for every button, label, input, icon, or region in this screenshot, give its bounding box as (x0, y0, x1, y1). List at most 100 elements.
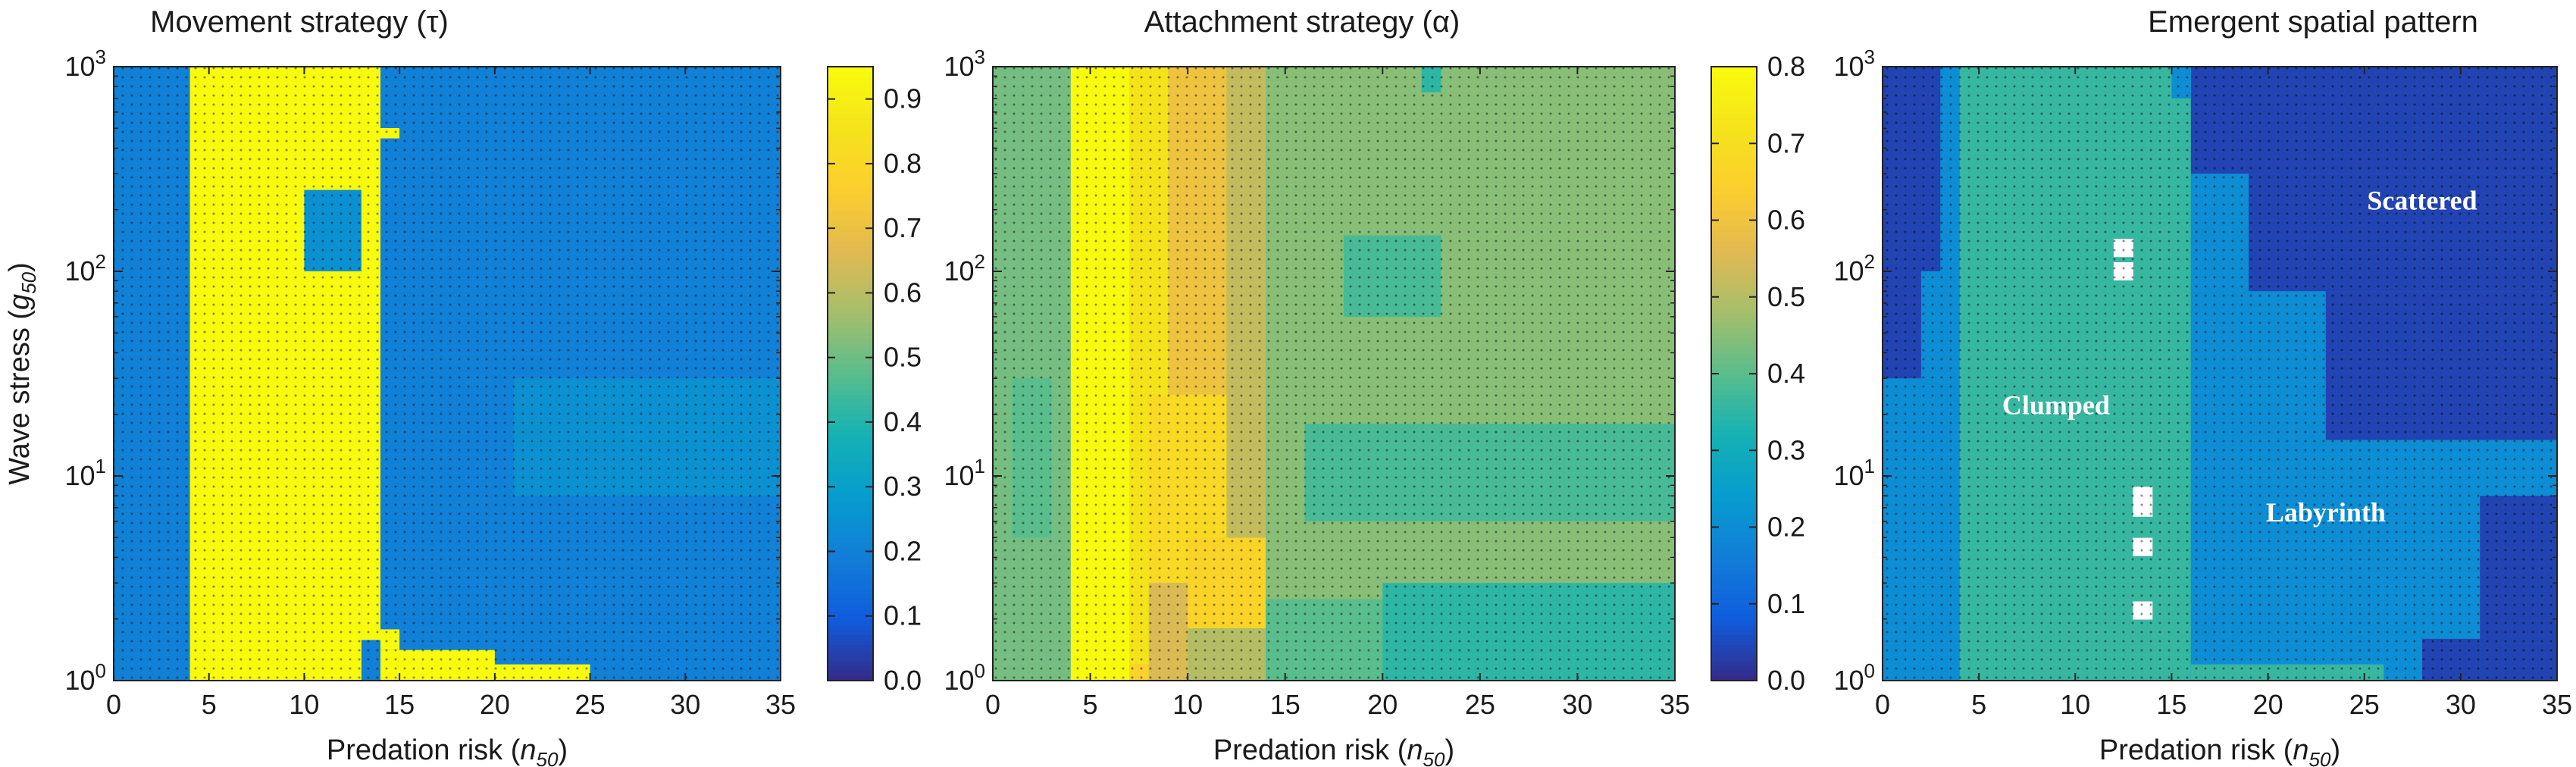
colorbar-segment (1711, 409, 1757, 415)
colorbar-segment (1711, 102, 1757, 108)
colorbar-segment (828, 220, 873, 227)
y-tick-label: 103 (64, 45, 106, 82)
colorbar-segment (828, 266, 873, 272)
colorbar-segment (828, 169, 873, 175)
colorbar-segment (828, 603, 873, 610)
colorbar-segment (1711, 230, 1757, 236)
plot-frame (1882, 66, 2558, 681)
colorbar-segment (1711, 553, 1757, 559)
colorbar-segment (1711, 261, 1757, 268)
x-tick-label: 15 (2156, 689, 2186, 720)
colorbar-segment (1711, 609, 1757, 615)
colorbar-segment (828, 240, 873, 247)
colorbar-tick-label: 0.5 (1767, 281, 1805, 312)
colorbar-segment (828, 440, 873, 446)
x-tick-label: 20 (1367, 689, 1398, 720)
colorbar-segment (1711, 476, 1757, 482)
colorbar-segment (828, 133, 873, 139)
colorbar-segment (828, 547, 873, 554)
colorbar-segment (1711, 588, 1757, 595)
colorbar-segment (1711, 210, 1757, 216)
colorbar-segment (1711, 542, 1757, 549)
y-tick-label: 102 (64, 250, 106, 286)
colorbar-segment (828, 230, 873, 236)
x-tick-label: 0 (985, 689, 1000, 720)
colorbar-segment (1711, 281, 1757, 288)
colorbar-segment (1711, 133, 1757, 139)
colorbar-segment (828, 476, 873, 482)
colorbar-segment (1711, 302, 1757, 308)
colorbar-segment (1711, 624, 1757, 631)
y-axis-ticks: 100 101 102 103 (64, 45, 781, 696)
colorbar-segment (1711, 199, 1757, 206)
colorbar-segment (1711, 164, 1757, 170)
x-tick-label: 20 (2253, 689, 2283, 720)
colorbar-segment (1711, 174, 1757, 180)
colorbar-segment (1711, 394, 1757, 400)
colorbar-segment (828, 542, 873, 549)
colorbar-segment (828, 624, 873, 631)
colorbar-segment (1711, 501, 1757, 508)
colorbar-segment (1711, 419, 1757, 426)
colorbar-segment (1711, 415, 1757, 421)
colorbar-segment (828, 251, 873, 257)
y-axis-ticks: 100 101 102 103 (1833, 45, 2557, 696)
x-tick-label: 0 (1875, 689, 1890, 720)
colorbar-segment (828, 404, 873, 411)
colorbar-segment (828, 399, 873, 405)
colorbar-segment (1711, 292, 1757, 298)
colorbar-segment (828, 599, 873, 605)
x-tick-label: 5 (1971, 689, 1986, 720)
colorbar-segment (1711, 97, 1757, 104)
colorbar-segment (1711, 189, 1757, 196)
colorbar-segment (828, 660, 873, 666)
panel-title: Attachment strategy (α) (1144, 5, 1460, 39)
colorbar-segment (1711, 246, 1757, 252)
colorbar-segment (828, 384, 873, 390)
colorbar-segment (828, 138, 873, 145)
colorbar-segment (828, 675, 873, 681)
colorbar-segment (828, 655, 873, 661)
colorbar-segment (1711, 117, 1757, 124)
y-tick-label: 103 (1833, 45, 1875, 82)
colorbar-tick-label: 0.0 (884, 665, 922, 696)
colorbar-segment (828, 108, 873, 114)
colorbar-segment (1711, 517, 1757, 523)
colorbar-segment (1711, 532, 1757, 538)
colorbar-segment (828, 456, 873, 462)
colorbar-segment (828, 374, 873, 380)
colorbar-segment (1711, 214, 1757, 221)
x-tick-label: 15 (1270, 689, 1301, 720)
colorbar-segment (828, 92, 873, 99)
y-tick-label: 100 (944, 659, 985, 696)
colorbar-segment (828, 225, 873, 231)
movement-strategy-panel: Movement strategy (τ) 0 5 10 15 20 25 30 35 100… (4, 5, 922, 767)
x-tick-label: 35 (765, 689, 796, 720)
colorbar-segment (828, 578, 873, 584)
colorbar-tick-label: 0.2 (1767, 512, 1805, 543)
y-tick-label: 103 (944, 45, 985, 82)
colorbar-segment (828, 378, 873, 385)
colorbar-segment (828, 568, 873, 574)
colorbar-segment (1711, 251, 1757, 257)
colorbar-segment (828, 164, 873, 170)
colorbar-segment (828, 491, 873, 497)
colorbar-segment (828, 614, 873, 620)
colorbar-segment (828, 214, 873, 221)
y-tick-label: 102 (1833, 250, 1875, 286)
colorbar-segment (828, 235, 873, 242)
colorbar-segment (828, 327, 873, 333)
y-tick-label: 101 (64, 455, 106, 491)
colorbar-tick-label: 0.7 (1767, 127, 1805, 158)
colorbar-segment (1711, 558, 1757, 564)
colorbar-segment (1711, 521, 1757, 528)
colorbar-tick-label: 0.1 (1767, 588, 1805, 619)
colorbar-segment (1711, 430, 1757, 436)
colorbar-segment (1711, 527, 1757, 534)
colorbar-segment (1711, 220, 1757, 227)
colorbar-segment (1711, 399, 1757, 405)
colorbar-segment (1711, 450, 1757, 456)
colorbar-segment (1711, 665, 1757, 672)
colorbar-segment (1711, 82, 1757, 88)
colorbar-segment (1711, 374, 1757, 380)
